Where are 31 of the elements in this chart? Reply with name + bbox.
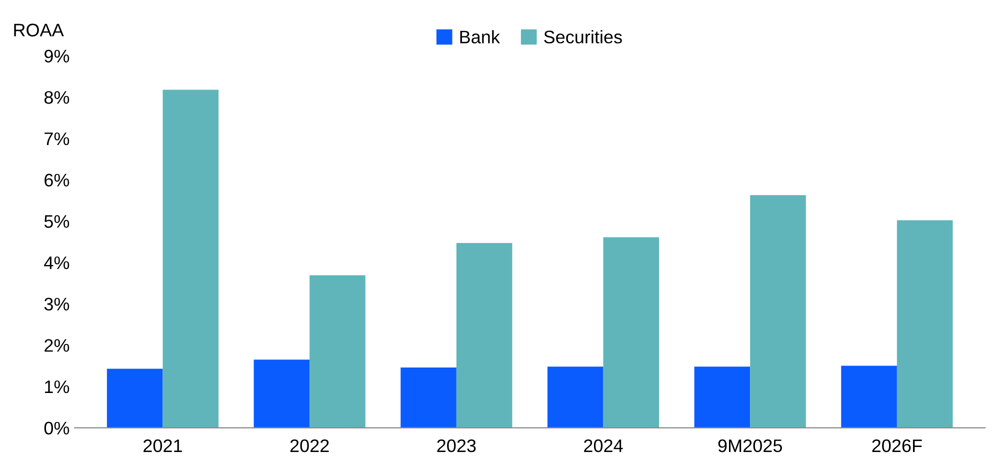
legend-label: Bank <box>460 30 500 44</box>
x-tick-label: 2023 <box>437 439 476 452</box>
y-tick-label: 8% <box>44 91 70 104</box>
bar <box>750 195 806 428</box>
x-tick-label: 2021 <box>144 439 182 452</box>
bar <box>603 237 660 428</box>
bar <box>896 220 953 428</box>
x-tick-label: 2022 <box>290 439 329 452</box>
x-tick-label: 2024 <box>584 439 623 452</box>
bar <box>547 366 604 428</box>
bar <box>254 360 310 428</box>
y-tick-label: 4% <box>44 256 70 270</box>
legend-label: Securities <box>544 30 622 44</box>
y-tick-label: 6% <box>44 174 70 187</box>
y-axis-title: ROAA <box>14 24 64 36</box>
y-tick-label: 9% <box>44 50 70 63</box>
bar <box>456 243 512 428</box>
x-tick-label: 9M2025 <box>718 439 782 452</box>
y-tick-label: 5% <box>44 215 70 228</box>
bar <box>310 275 366 428</box>
bar <box>162 90 219 428</box>
y-tick-label: 7% <box>44 132 70 146</box>
bar <box>400 367 456 428</box>
bar <box>841 366 897 428</box>
bar <box>694 366 750 428</box>
y-tick-label: 1% <box>45 380 70 394</box>
bar <box>106 368 163 428</box>
y-tick-label: 0% <box>44 422 70 435</box>
x-tick-label: 2026F <box>872 439 922 452</box>
y-tick-label: 2% <box>44 339 70 352</box>
y-tick-label: 3% <box>44 298 70 311</box>
